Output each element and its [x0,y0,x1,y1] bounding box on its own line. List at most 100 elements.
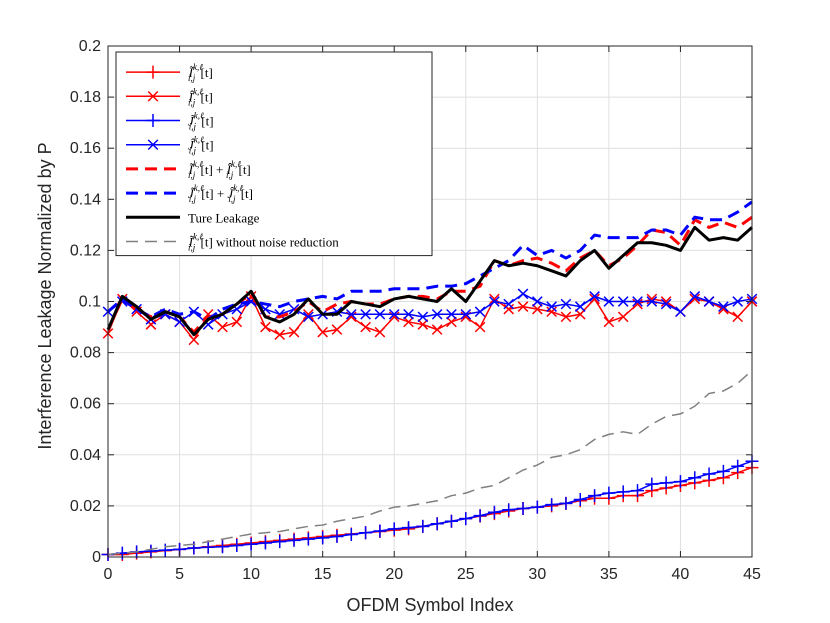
data-point [330,530,344,544]
data-point [388,308,400,320]
y-tick-label: 0 [92,549,101,566]
data-point [188,334,200,346]
y-tick-label: 0.18 [70,89,101,106]
data-point [474,321,486,333]
series-5 [107,200,753,321]
data-point [560,311,572,323]
data-point [716,464,730,478]
data-point [402,521,416,535]
data-point [359,526,373,540]
data-point [387,522,401,536]
x-tick-label: 35 [600,566,618,583]
data-point [316,531,330,545]
data-point [546,301,557,312]
data-point [731,459,745,473]
data-point [446,316,457,328]
legend-marker [147,139,159,151]
series-6 [106,225,753,337]
series-line [106,215,753,334]
y-tick-label: 0.02 [70,498,101,515]
data-point [545,498,559,512]
data-point [503,298,515,310]
data-point [430,517,444,531]
legend-item: Ĩk,ℓ i,j [t] [126,62,213,83]
tick-labels: 0 5 10 15 20 25 30 35 40 45 0 0.02 0.04 0.06 0.08 0.1 0.… [70,38,761,583]
legend-item: Îk,ℓ i,j [t] [126,86,213,107]
data-point [688,471,702,485]
data-point [675,306,686,318]
series-layer [101,200,759,561]
data-point [158,543,172,557]
data-point [446,308,457,320]
data-point [589,291,600,302]
data-point [145,319,157,330]
legend-label: Ture Leakage [188,210,260,225]
axes [107,45,753,558]
data-point [617,296,629,307]
series-line [106,225,753,337]
legend-label: Ĩk,ℓ i,j [t] + Îk,ℓ i,j [t] [188,159,251,180]
y-tick-label: 0.16 [70,140,101,157]
series-4 [106,215,753,334]
data-point [503,303,515,315]
data-point [416,519,430,533]
x-tick-label: 40 [672,566,690,583]
data-point [702,467,716,481]
data-point [560,298,572,310]
data-point [660,298,672,310]
data-point [244,537,258,551]
data-point [287,533,301,547]
data-point [403,308,414,320]
x-tick-label: 5 [175,566,184,583]
series-line [107,369,753,556]
x-tick-label: 0 [104,566,113,583]
data-point [230,539,244,553]
legend-marker [146,65,160,79]
data-point [360,321,371,333]
data-point [718,301,729,312]
x-tick-label: 15 [314,566,332,583]
data-point [274,329,286,341]
legend-label: Ĩk,ℓ i,j [t] [188,62,213,83]
data-point [303,311,314,323]
data-point [417,311,429,323]
data-point [489,296,500,307]
data-point [673,475,687,489]
data-point [303,308,314,320]
legend: Ĩk,ℓ i,j [t] Îk,ℓ i,j [t] J̃k,ℓ i,j [t] Ĵk,ℓ i,… [115,51,433,257]
data-point [288,326,300,338]
data-point [517,288,529,300]
legend-item: J̃k,ℓ i,j [t] [126,111,214,132]
data-point [530,500,544,514]
series-7 [107,369,753,556]
data-point [732,296,744,307]
x-tick-label: 25 [457,566,475,583]
legend-marker [147,90,159,102]
x-tick-label: 30 [528,566,546,583]
data-point [689,293,701,305]
data-point [559,496,573,510]
y-tick-label: 0.12 [70,242,101,259]
data-point [345,308,357,320]
legend-item: Ĵk,ℓ i,j [t] [126,135,214,156]
data-point [273,535,287,549]
data-point [602,486,616,500]
series-2 [101,454,759,561]
data-point [487,505,501,519]
series-line [107,200,753,321]
data-point [574,301,586,312]
series-line [107,293,753,326]
data-point [603,316,615,328]
data-point [589,293,600,305]
data-point [617,311,629,323]
data-point [732,311,744,323]
legend-item: Ĩk,ℓ i,j [t] + Îk,ℓ i,j [t] [126,159,251,180]
data-point [532,303,543,315]
data-point [444,514,458,528]
data-point [431,324,443,335]
data-point [517,301,529,312]
data-point [144,544,158,558]
data-point [460,308,472,320]
x-tick-label: 20 [385,566,403,583]
